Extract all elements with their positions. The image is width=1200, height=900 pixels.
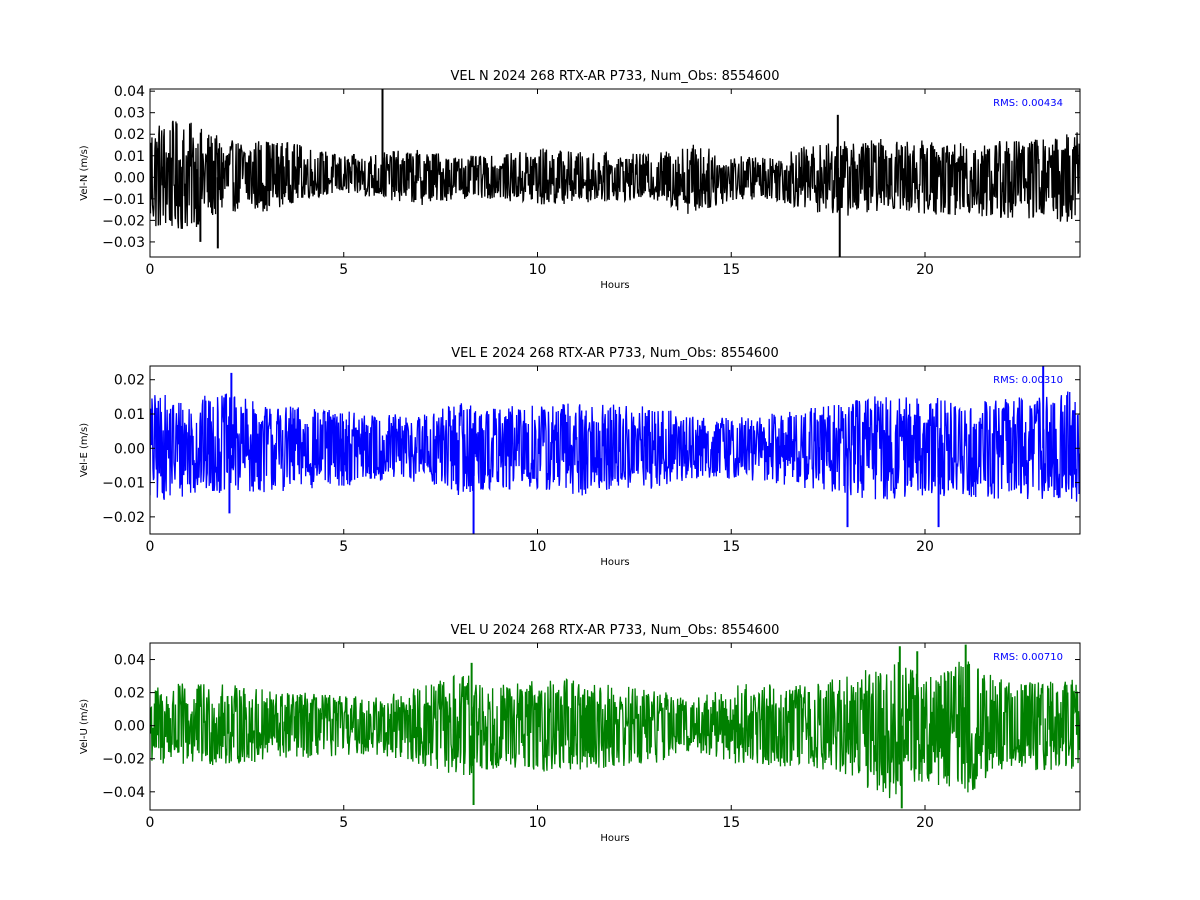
x-tick-label: 0	[146, 539, 155, 555]
x-tick-label: 5	[339, 262, 348, 278]
y-tick-label: 0.03	[114, 106, 145, 122]
y-tick-label: −0.04	[102, 785, 145, 801]
y-tick-label: 0.00	[114, 441, 145, 457]
x-tick-label: 10	[529, 539, 547, 555]
chart-panel-2: 0 5 10 15 20 −0.02 −0.01 0.00 0.01 0.02 VEL E 2024…	[79, 346, 1081, 568]
y-tick-label: 0.01	[114, 407, 145, 423]
x-tick-label: 5	[339, 815, 348, 831]
x-axis-label: Hours	[600, 833, 629, 844]
x-tick-label: 15	[722, 262, 740, 278]
chart-title: VEL N 2024 268 RTX-AR P733, Num_Obs: 855…	[451, 69, 780, 84]
series-trace	[150, 391, 1080, 502]
rms-annotation: RMS: 0.00310	[993, 375, 1063, 386]
x-tick-label: 20	[916, 539, 934, 555]
y-tick-label: −0.01	[102, 476, 145, 492]
y-tick-label: 0.01	[114, 149, 145, 165]
y-axis-label: Vel-U (m/s)	[79, 699, 90, 754]
y-tick-label: 0.00	[114, 170, 145, 186]
y-tick-label: 0.04	[114, 653, 145, 669]
y-tick-label: 0.02	[114, 127, 145, 143]
x-tick-label: 0	[146, 262, 155, 278]
chart-panel-1: 0 5 10 15 20 −0.03 −0.02 −0.01 0.00 0.01 0.02 0.03 0…	[79, 69, 1081, 291]
x-axis-label: Hours	[600, 280, 629, 291]
x-tick-label: 20	[916, 815, 934, 831]
y-axis-label: Vel-E (m/s)	[79, 423, 90, 477]
chart-title: VEL E 2024 268 RTX-AR P733, Num_Obs: 855…	[451, 346, 778, 361]
rms-annotation: RMS: 0.00434	[993, 98, 1063, 109]
x-tick-label: 10	[529, 262, 547, 278]
x-tick-label: 10	[529, 815, 547, 831]
y-tick-label: −0.02	[102, 510, 145, 526]
rms-annotation: RMS: 0.00710	[993, 652, 1063, 663]
y-tick-label: −0.02	[102, 752, 145, 768]
chart-panel-3: 0 5 10 15 20 −0.04 −0.02 0.00 0.02 0.04 VEL U 2024…	[79, 623, 1081, 844]
y-tick-label: 0.00	[114, 719, 145, 735]
x-tick-label: 15	[722, 539, 740, 555]
y-tick-label: −0.01	[102, 192, 145, 208]
y-axis-label: Vel-N (m/s)	[79, 145, 90, 200]
series-trace	[150, 661, 1080, 799]
axes-frame	[149, 365, 1081, 535]
x-tick-label: 15	[722, 815, 740, 831]
axes-frame	[149, 642, 1081, 811]
y-tick-label: 0.04	[114, 84, 145, 100]
x-tick-label: 0	[146, 815, 155, 831]
y-tick-label: −0.02	[102, 213, 145, 229]
x-axis-label: Hours	[600, 557, 629, 568]
y-tick-label: −0.03	[102, 235, 145, 251]
chart-title: VEL U 2024 268 RTX-AR P733, Num_Obs: 855…	[451, 623, 780, 638]
x-tick-label: 20	[916, 262, 934, 278]
y-tick-label: 0.02	[114, 686, 145, 702]
axes-frame	[149, 88, 1081, 258]
series-trace	[150, 120, 1080, 229]
x-tick-label: 5	[339, 539, 348, 555]
y-tick-label: 0.02	[114, 373, 145, 389]
